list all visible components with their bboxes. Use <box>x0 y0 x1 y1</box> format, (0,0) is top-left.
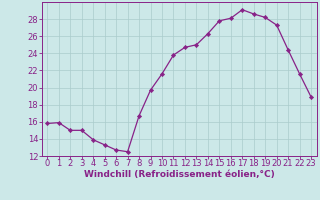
X-axis label: Windchill (Refroidissement éolien,°C): Windchill (Refroidissement éolien,°C) <box>84 170 275 179</box>
